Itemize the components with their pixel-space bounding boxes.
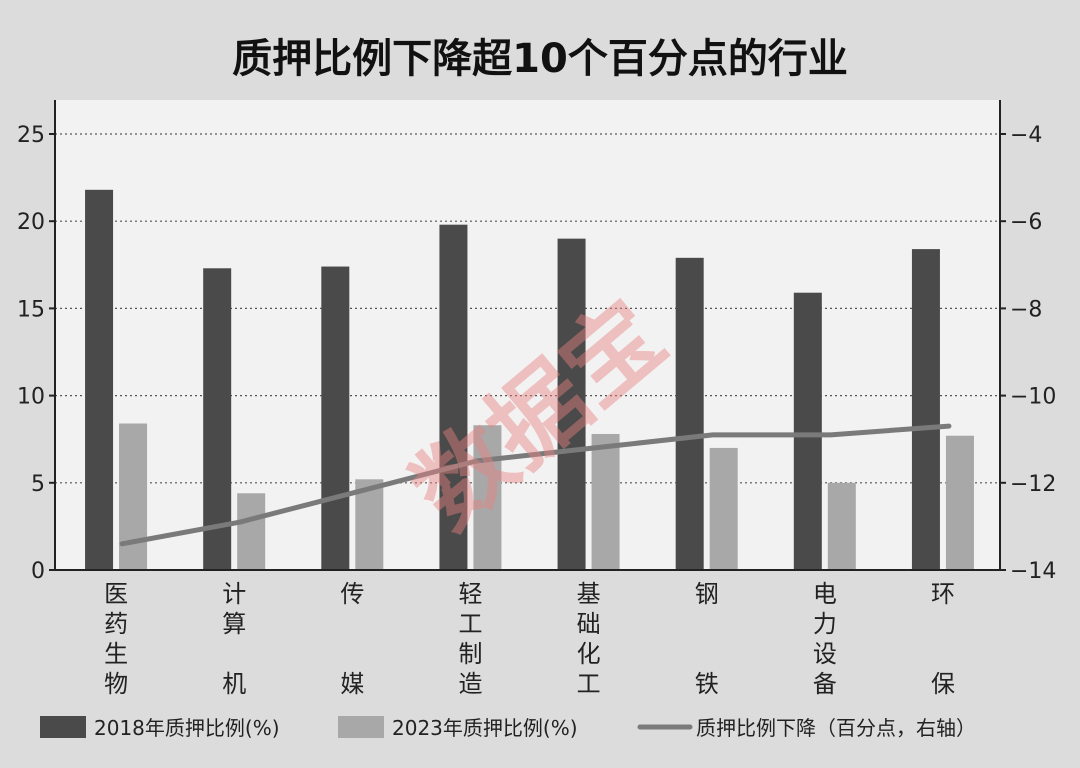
category-label-char: 物 <box>104 670 128 698</box>
bar-2018 <box>793 292 822 570</box>
bar-2023 <box>591 433 620 570</box>
bar-2018 <box>557 238 586 570</box>
category-label-char: 媒 <box>340 670 364 698</box>
category-label-char: 钢 <box>695 580 719 608</box>
category-label-char: 设 <box>813 640 837 668</box>
category-label-char: 传 <box>340 580 364 608</box>
category-label-char: 基 <box>577 580 601 608</box>
left-tick-label: 20 <box>17 210 45 235</box>
left-tick-label: 15 <box>17 297 45 322</box>
bars <box>85 189 974 571</box>
legend-swatch-2023 <box>338 716 384 738</box>
category-label-char: 轻 <box>458 580 482 608</box>
category-label-char: 造 <box>458 670 482 698</box>
legend: 2018年质押比例(%) 2023年质押比例(%) 质押比例下降（百分点，右轴） <box>40 716 976 740</box>
left-axis-ticks: 0 5 10 15 20 25 <box>17 123 55 584</box>
right-tick-label: −4 <box>1010 123 1042 148</box>
bar-2023 <box>945 435 974 570</box>
category-label-char: 药 <box>104 610 128 638</box>
category-label-char: 机 <box>222 670 246 698</box>
bar-2018 <box>675 257 704 570</box>
category-label-char: 医 <box>104 580 128 608</box>
category-label-char: 生 <box>104 640 128 668</box>
bar-2023 <box>237 493 266 570</box>
right-tick-label: −10 <box>1010 385 1056 410</box>
category-label-char: 环 <box>931 580 955 608</box>
category-label-char: 化 <box>577 640 601 668</box>
left-tick-label: 0 <box>31 559 45 584</box>
right-tick-label: −6 <box>1010 210 1042 235</box>
legend-label-decline: 质押比例下降（百分点，右轴） <box>696 716 976 740</box>
category-label-char: 算 <box>222 610 246 638</box>
bar-2018 <box>85 189 114 571</box>
right-tick-label: −8 <box>1010 297 1042 322</box>
legend-label-2023: 2023年质押比例(%) <box>392 716 578 740</box>
chart-title: 质押比例下降超10个百分点的行业 <box>232 36 848 82</box>
bar-2023 <box>709 447 738 570</box>
bar-2023 <box>473 425 502 570</box>
bar-2018 <box>321 266 350 570</box>
bar-2018 <box>911 249 940 570</box>
bar-2023 <box>119 423 148 570</box>
category-label-char: 础 <box>577 610 601 638</box>
category-label-char: 铁 <box>695 670 719 698</box>
decline-line <box>119 423 952 547</box>
bar-2018 <box>203 268 232 570</box>
category-label-char: 电 <box>813 580 837 608</box>
right-tick-label: −12 <box>1010 472 1056 497</box>
category-label-char: 工 <box>458 610 482 638</box>
left-tick-label: 5 <box>31 472 45 497</box>
decline-line-layer <box>119 423 952 547</box>
legend-label-2018: 2018年质押比例(%) <box>94 716 280 740</box>
bar-2018 <box>439 224 468 571</box>
category-label-char: 制 <box>458 640 482 668</box>
left-tick-label: 25 <box>17 123 45 148</box>
legend-swatch-2018 <box>40 716 86 738</box>
category-label-char: 保 <box>931 670 955 698</box>
bar-2023 <box>827 482 856 570</box>
category-label-char: 备 <box>813 670 837 698</box>
category-label-char: 计 <box>222 580 246 608</box>
left-tick-label: 10 <box>17 385 45 410</box>
right-tick-label: −14 <box>1010 559 1056 584</box>
category-label-char: 力 <box>813 610 837 638</box>
plot-area <box>55 100 1000 570</box>
category-label-char: 工 <box>577 670 601 698</box>
right-axis-ticks: −14 −12 −10 −8 −6 −4 <box>1000 123 1056 584</box>
bar-2023 <box>355 479 384 570</box>
